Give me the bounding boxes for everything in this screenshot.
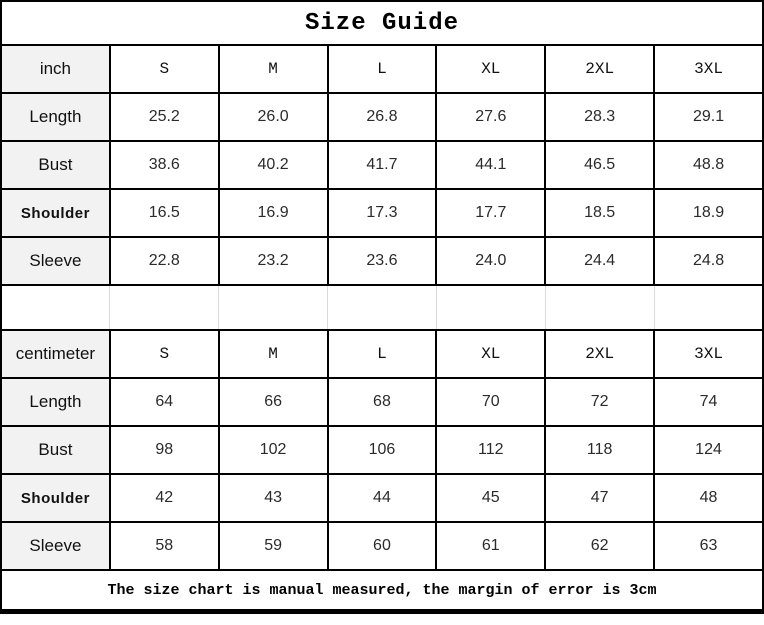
value-cell: 44.1 [435,140,547,190]
value-cell: 61 [435,521,547,571]
spacer-cell [109,284,220,331]
spacer-row [0,284,764,331]
centimeter-header-row: centimeter S M L XL 2XL 3XL [0,329,764,379]
value-cell: 27.6 [435,92,547,142]
size-header-cell: 2XL [544,329,656,379]
value-cell: 118 [544,425,656,475]
value-cell: 25.2 [108,92,220,142]
value-cell: 24.0 [435,236,547,286]
value-cell: 66 [217,377,329,427]
value-cell: 26.8 [326,92,438,142]
value-cell: 16.9 [217,188,329,238]
measurement-label: Bust [0,425,111,475]
value-cell: 41.7 [326,140,438,190]
measurement-label: Length [0,92,111,142]
measurement-label: Sleeve [0,521,111,571]
spacer-cell [435,284,546,331]
value-cell: 17.3 [326,188,438,238]
value-cell: 17.7 [435,188,547,238]
value-cell: 28.3 [544,92,656,142]
value-cell: 124 [653,425,764,475]
size-header-cell: M [217,329,329,379]
size-header-cell: XL [435,44,547,94]
size-header-cell: L [326,44,438,94]
value-cell: 98 [108,425,220,475]
value-cell: 29.1 [653,92,764,142]
table-row: Length 25.2 26.0 26.8 27.6 28.3 29.1 [0,92,764,142]
value-cell: 44 [326,473,438,523]
size-header-cell: XL [435,329,547,379]
measurement-label: Shoulder [0,473,111,523]
size-header-cell: L [326,329,438,379]
table-row: Sleeve 58 59 60 61 62 63 [0,521,764,571]
value-cell: 40.2 [217,140,329,190]
measurement-label: Length [0,377,111,427]
value-cell: 24.8 [653,236,764,286]
table-row: Bust 98 102 106 112 118 124 [0,425,764,475]
value-cell: 43 [217,473,329,523]
table-row: Length 64 66 68 70 72 74 [0,377,764,427]
value-cell: 64 [108,377,220,427]
table-row: Shoulder 16.5 16.9 17.3 17.7 18.5 18.9 [0,188,764,238]
table-row: Sleeve 22.8 23.2 23.6 24.0 24.4 24.8 [0,236,764,286]
value-cell: 23.2 [217,236,329,286]
value-cell: 46.5 [544,140,656,190]
spacer-cell [327,284,437,331]
unit-cell-centimeter: centimeter [0,329,111,379]
spacer-cell [544,284,655,331]
measurement-label: Sleeve [0,236,111,286]
value-cell: 26.0 [217,92,329,142]
value-cell: 68 [326,377,438,427]
value-cell: 58 [108,521,220,571]
spacer-cell [653,284,764,331]
value-cell: 47 [544,473,656,523]
value-cell: 16.5 [108,188,220,238]
value-cell: 102 [217,425,329,475]
value-cell: 63 [653,521,764,571]
size-header-cell: M [217,44,329,94]
value-cell: 48.8 [653,140,764,190]
size-header-cell: 2XL [544,44,656,94]
size-header-cell: 3XL [653,329,764,379]
value-cell: 74 [653,377,764,427]
value-cell: 72 [544,377,656,427]
size-header-cell: S [108,329,220,379]
value-cell: 106 [326,425,438,475]
value-cell: 45 [435,473,547,523]
value-cell: 18.5 [544,188,656,238]
value-cell: 62 [544,521,656,571]
value-cell: 18.9 [653,188,764,238]
table-row: Shoulder 42 43 44 45 47 48 [0,473,764,523]
value-cell: 48 [653,473,764,523]
value-cell: 38.6 [108,140,220,190]
value-cell: 42 [108,473,220,523]
unit-cell-inch: inch [0,44,111,94]
value-cell: 22.8 [108,236,220,286]
inch-header-row: inch S M L XL 2XL 3XL [0,44,764,94]
size-header-cell: S [108,44,220,94]
size-header-cell: 3XL [653,44,764,94]
value-cell: 112 [435,425,547,475]
value-cell: 23.6 [326,236,438,286]
value-cell: 60 [326,521,438,571]
spacer-cell [0,284,111,331]
value-cell: 70 [435,377,547,427]
value-cell: 24.4 [544,236,656,286]
title-row: Size Guide [0,0,764,46]
page-title: Size Guide [0,0,764,46]
measurement-label: Bust [0,140,111,190]
spacer-cell [218,284,329,331]
value-cell: 59 [217,521,329,571]
table-row: Bust 38.6 40.2 41.7 44.1 46.5 48.8 [0,140,764,190]
footer-row: The size chart is manual measured, the m… [0,569,764,613]
measurement-label: Shoulder [0,188,111,238]
footer-note: The size chart is manual measured, the m… [0,569,764,613]
